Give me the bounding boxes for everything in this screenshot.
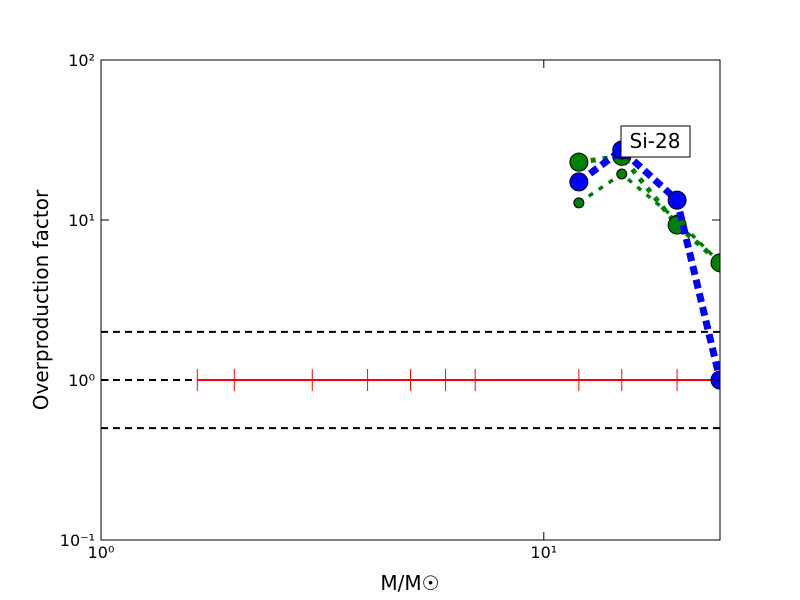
axes-frame [100,59,721,541]
marker [710,253,720,273]
marker [573,197,585,209]
x-axis-label: M/M☉ [380,571,439,595]
x-tick-label: 10¹ [530,543,557,562]
series-line [577,171,720,265]
marker [616,168,628,180]
series-line [578,153,720,265]
annotation: Si-28 [630,129,681,153]
y-tick-label: 10⁻¹ [60,531,95,550]
marker [569,152,589,172]
y-axis-label: Overproduction factor [29,189,53,410]
marker [569,172,589,192]
y-tick-label: 10¹ [68,211,95,230]
marker [667,190,687,210]
annotation-box [620,125,691,158]
x-tick-label: 10⁰ [88,543,115,562]
series-line [576,145,720,381]
y-tick-label: 10² [68,51,95,70]
y-tick-label: 10⁰ [68,371,95,390]
